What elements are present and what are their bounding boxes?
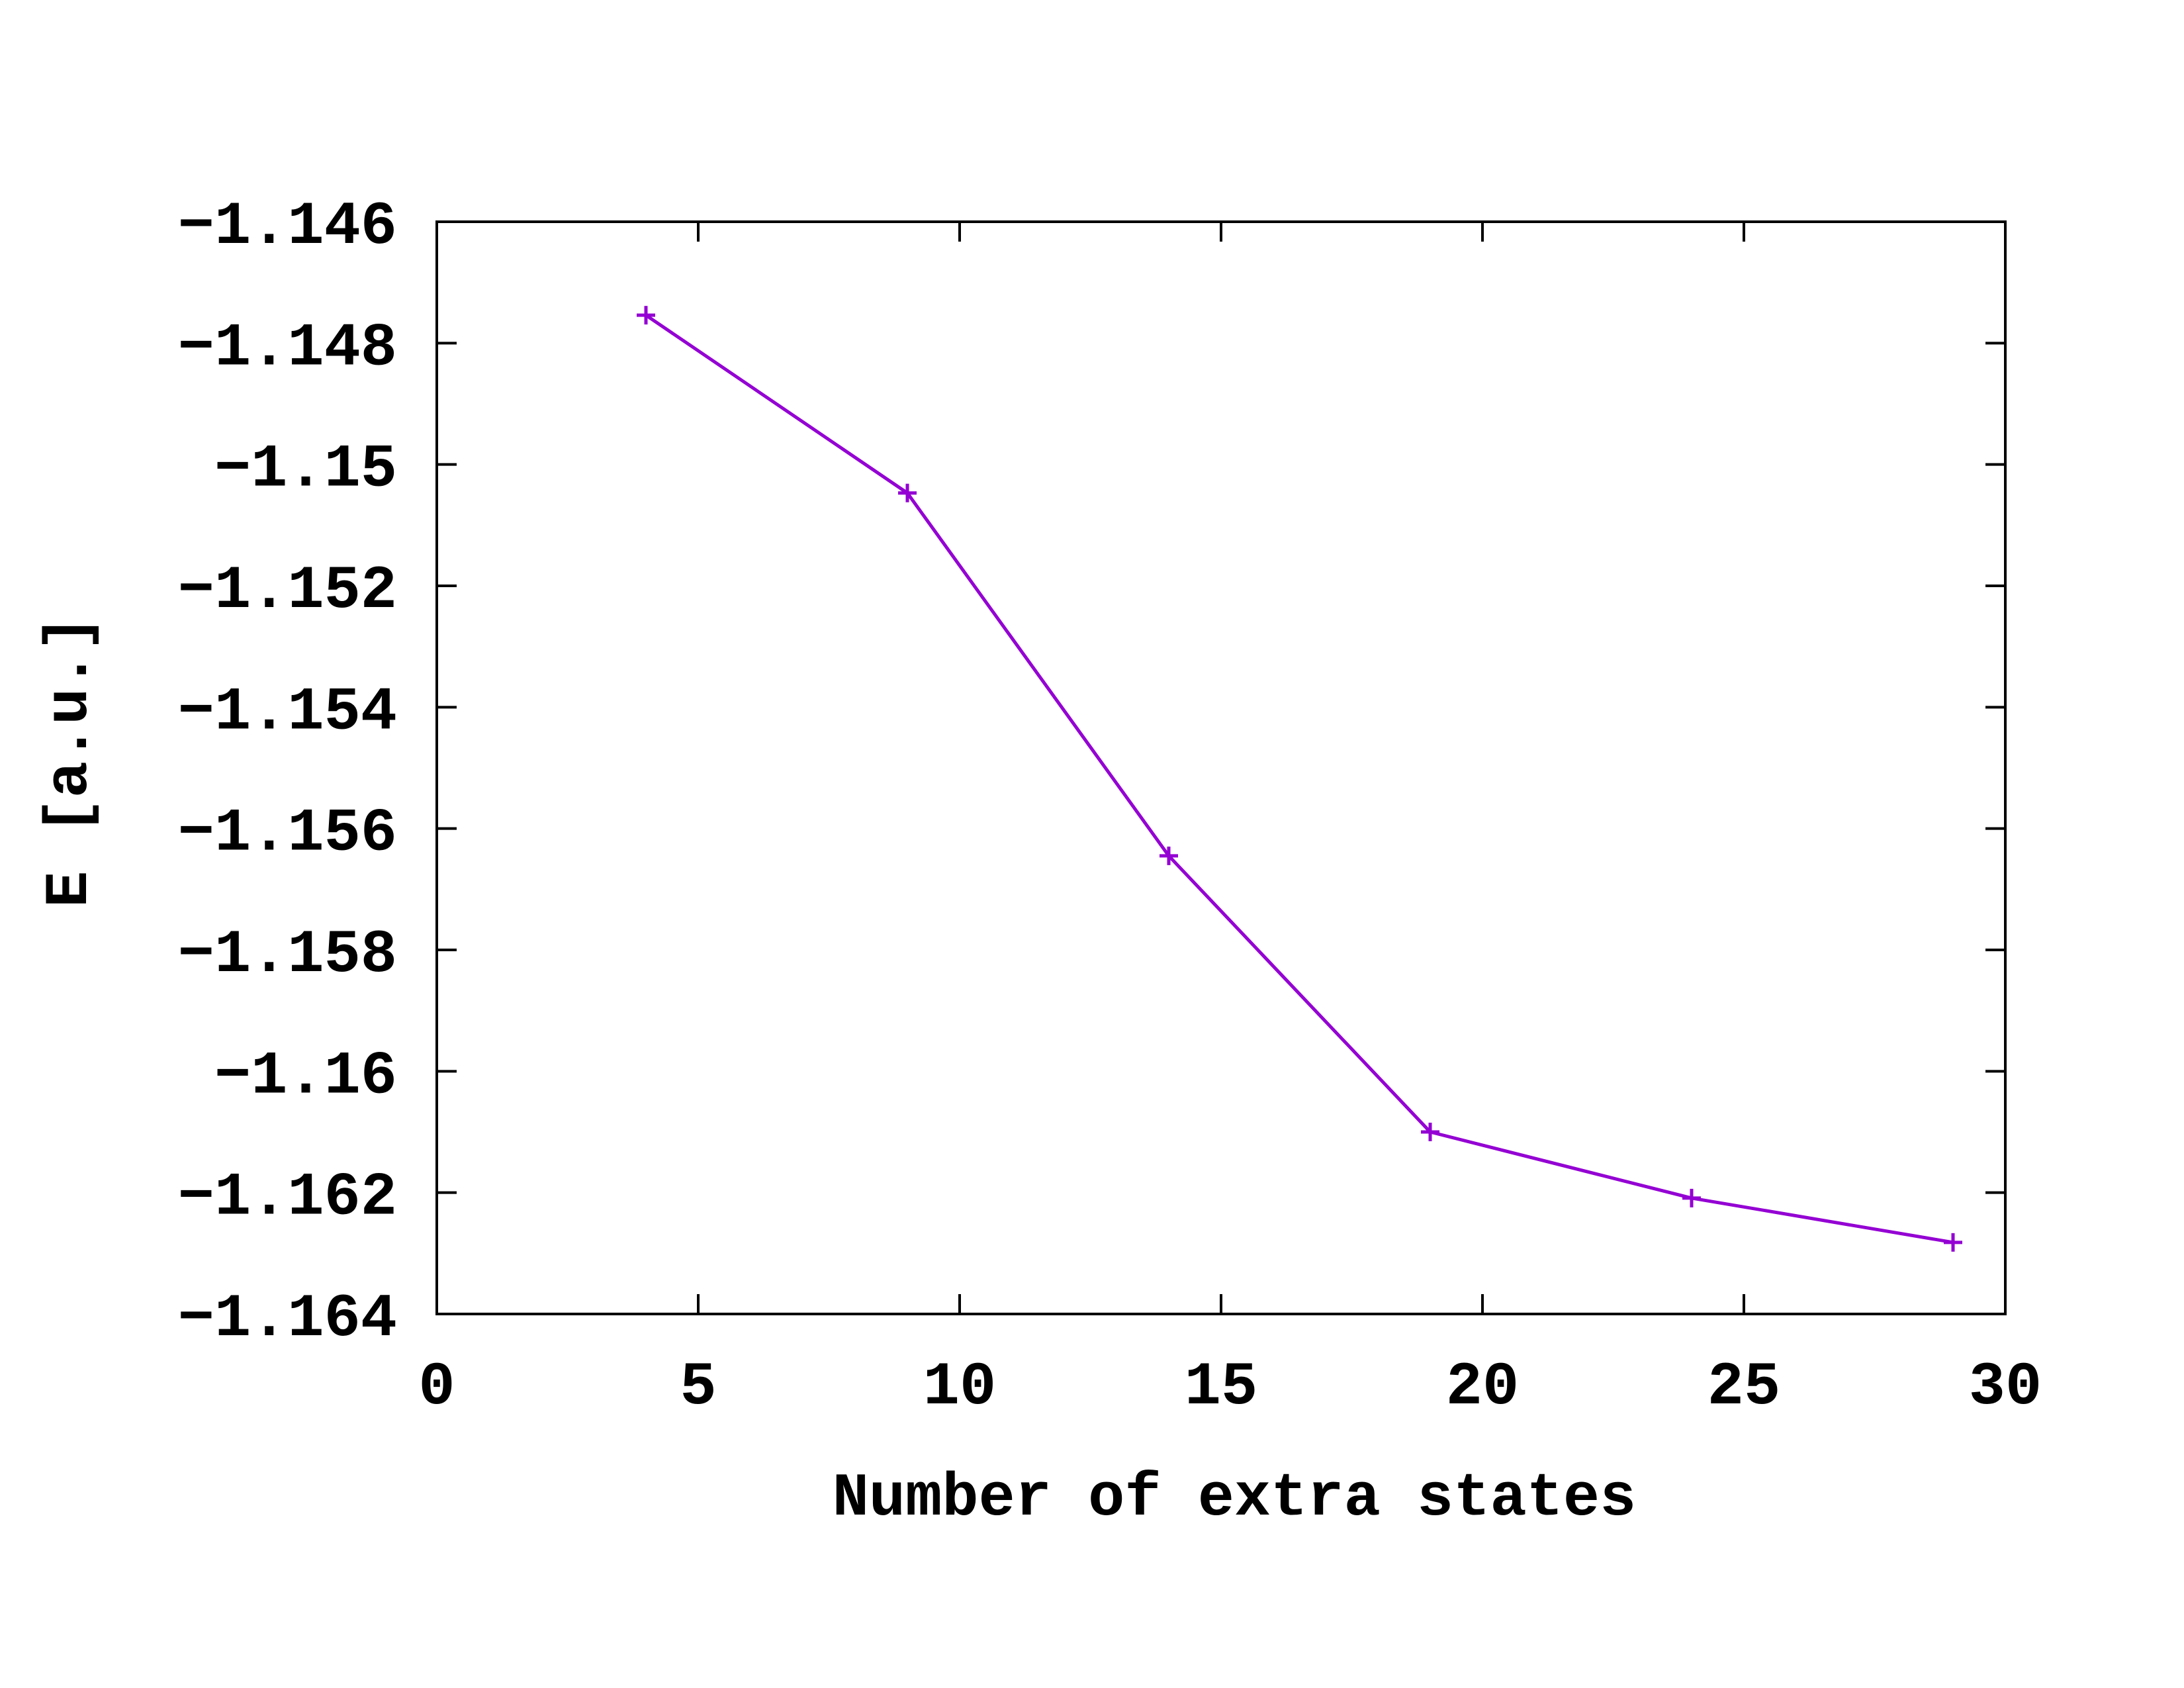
x-tick-labels: 0 5 10 15 20 25 30 <box>418 1352 2042 1422</box>
plot-frame <box>435 220 2007 1315</box>
y-tick-label: −1.152 <box>178 556 397 626</box>
axis-ticks <box>437 222 2005 1314</box>
y-tick-label: −1.146 <box>178 192 397 261</box>
y-tick-label: −1.16 <box>214 1041 397 1111</box>
data-point-marker <box>898 483 917 502</box>
x-tick-label: 0 <box>418 1352 455 1422</box>
y-tick-label: −1.156 <box>178 799 397 868</box>
y-tick-label: −1.164 <box>178 1284 397 1354</box>
y-tick-labels: −1.146 −1.148 −1.15 −1.152 −1.154 −1.156 −1.15… <box>178 192 397 1354</box>
y-tick-label: −1.15 <box>214 435 397 504</box>
x-axis-title: Number of extra states <box>833 1464 1637 1533</box>
x-tick-label: 15 <box>1185 1352 1257 1422</box>
data-point-marker <box>1160 846 1178 865</box>
x-tick-label: 30 <box>1969 1352 2042 1422</box>
data-point-marker <box>637 306 655 325</box>
data-point-marker <box>1682 1188 1701 1207</box>
y-tick-label: −1.158 <box>178 920 397 990</box>
x-tick-label: 10 <box>923 1352 996 1422</box>
data-point-marker <box>1421 1123 1439 1141</box>
series-layer <box>637 306 1962 1252</box>
y-tick-label: −1.154 <box>178 677 397 747</box>
y-tick-label: −1.148 <box>178 313 397 383</box>
series-line <box>645 314 1954 1244</box>
x-tick-label: 25 <box>1707 1352 1780 1422</box>
x-tick-label: 5 <box>680 1352 716 1422</box>
y-tick-label: −1.162 <box>178 1163 397 1233</box>
x-tick-label: 20 <box>1446 1352 1519 1422</box>
y-axis-title: E [a.u.] <box>35 615 105 908</box>
data-point-marker <box>1944 1233 1962 1252</box>
